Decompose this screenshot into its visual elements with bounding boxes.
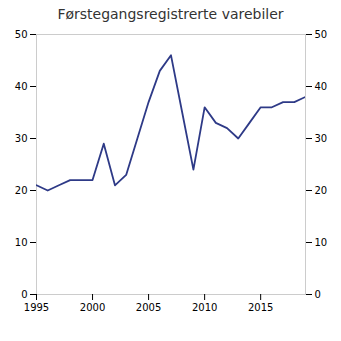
svg-text:20: 20 <box>15 185 28 196</box>
svg-text:30: 30 <box>315 133 328 144</box>
html-text:Førstegangsregistrerte varebil: Førstegangsregistrerte varebiler <box>57 6 284 22</box>
svg-text:2010: 2010 <box>192 302 217 313</box>
svg-text:10: 10 <box>15 237 28 248</box>
svg-text:50: 50 <box>315 29 328 40</box>
svg-text:10: 10 <box>315 237 328 248</box>
svg-text:40: 40 <box>315 81 328 92</box>
svg-text:50: 50 <box>15 29 28 40</box>
svg-text:30: 30 <box>15 133 28 144</box>
svg-text:2015: 2015 <box>248 302 273 313</box>
svg-text:20: 20 <box>315 185 328 196</box>
svg-text:1995: 1995 <box>24 302 49 313</box>
svg-text:0: 0 <box>21 289 27 300</box>
svg-text:2000: 2000 <box>80 302 105 313</box>
svg-text:0: 0 <box>315 289 321 300</box>
svg-text:40: 40 <box>15 81 28 92</box>
svg-text:2005: 2005 <box>136 302 161 313</box>
